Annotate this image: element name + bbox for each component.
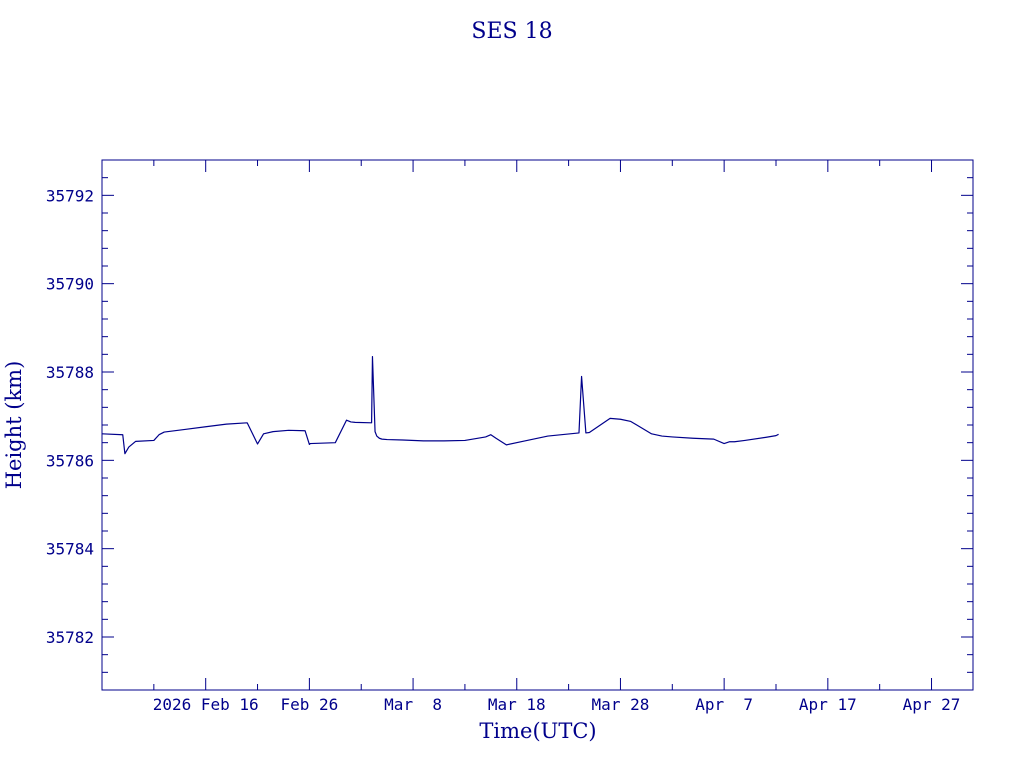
y-tick-label: 35782	[46, 628, 94, 647]
x-tick-label: Apr 27	[903, 695, 961, 714]
plot-frame	[101, 159, 974, 691]
x-tick-label: Mar 8	[384, 695, 442, 714]
x-tick-label: Apr 17	[799, 695, 857, 714]
x-tick-label: Feb 26	[280, 695, 338, 714]
x-axis-label: Time(UTC)	[479, 719, 596, 743]
y-tick-label: 35784	[46, 540, 94, 559]
x-tick-label: Mar 18	[488, 695, 546, 714]
x-tick-label: Mar 28	[592, 695, 650, 714]
x-axis-ticks: 2026 Feb 16 Feb 26 Mar 8 Mar 18 Mar 28 Apr 7 A…	[101, 160, 961, 714]
data-layer	[101, 355, 779, 455]
x-tick-label: Apr 7	[695, 695, 753, 714]
series-line	[101, 355, 779, 455]
y-tick-label: 35786	[46, 451, 94, 470]
y-axis-label: Height (km)	[2, 361, 26, 490]
y-axis-ticks: 35782 35784 35786 35788 35790 35792	[46, 159, 973, 691]
x-tick-label: 2026 Feb 16	[153, 695, 259, 714]
y-tick-label: 35790	[46, 275, 94, 294]
y-tick-label: 35792	[46, 186, 94, 205]
y-tick-label: 35788	[46, 363, 94, 382]
chart-title: SES 18	[471, 19, 552, 44]
